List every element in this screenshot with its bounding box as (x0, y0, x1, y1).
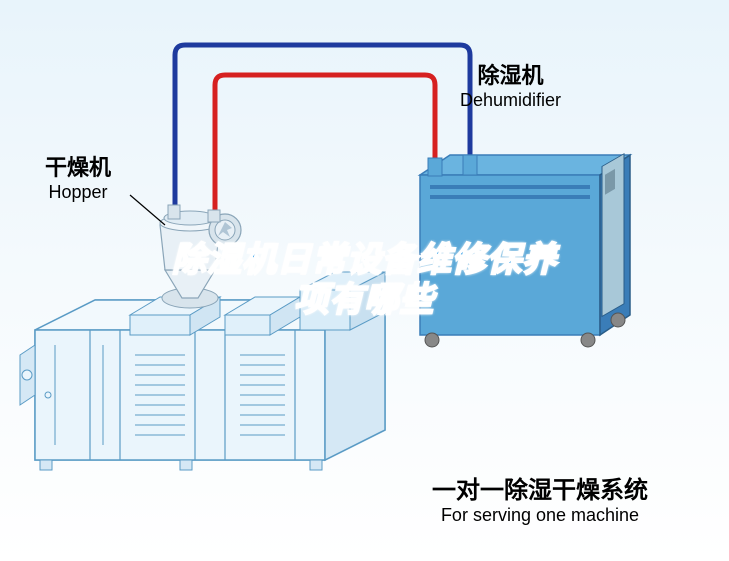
pipe-red (215, 75, 435, 220)
system-label: 一对一除湿干燥系统 For serving one machine (370, 470, 710, 526)
dehumidifier-label: 除湿机 Dehumidifier (460, 58, 561, 111)
dehumidifier-label-cn: 除湿机 (460, 58, 561, 90)
overlay-line2: 项有哪些 (0, 281, 729, 322)
hopper-leader-line (130, 195, 165, 225)
hopper-label-cn: 干燥机 (45, 150, 111, 182)
system-label-cn: 一对一除湿干燥系统 (370, 470, 710, 505)
hopper-label-en: Hopper (45, 182, 111, 203)
system-label-en: For serving one machine (370, 505, 710, 526)
dehumidifier-label-en: Dehumidifier (460, 90, 561, 111)
overlay-line1: 除湿机日常设备维修保养 (0, 240, 729, 281)
overlay-title: 除湿机日常设备维修保养 项有哪些 (0, 240, 729, 322)
hopper-label: 干燥机 Hopper (45, 150, 111, 203)
